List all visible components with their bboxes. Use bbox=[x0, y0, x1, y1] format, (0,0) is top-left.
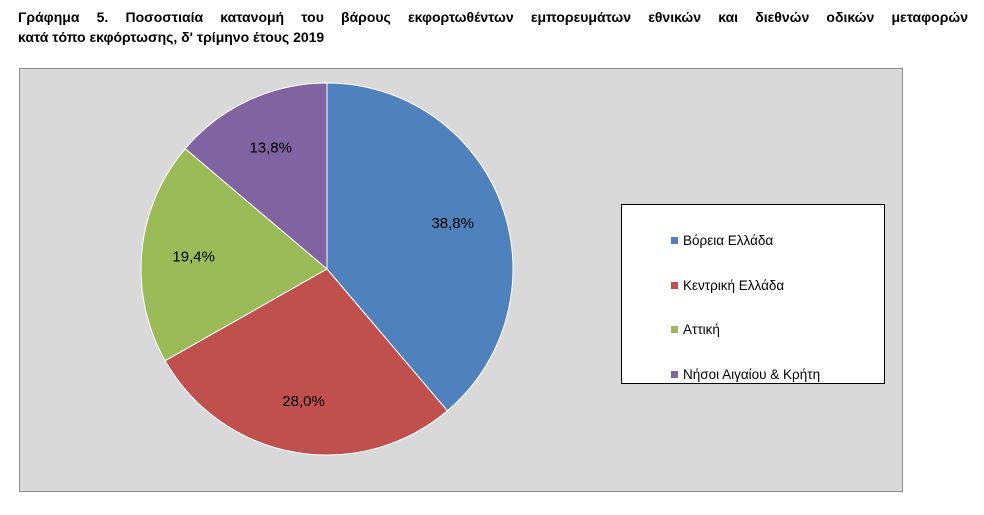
pie-slice-label-4: 13,8% bbox=[249, 139, 292, 156]
pie-slice-3 bbox=[140, 147, 328, 362]
legend-swatch-1 bbox=[671, 236, 678, 244]
pie-slice-2 bbox=[164, 268, 449, 456]
pie-slice-4 bbox=[184, 82, 328, 271]
pie-slice-label-2: 28,0% bbox=[282, 393, 325, 410]
chart-title-line-2: κατά τόπο εκφόρτωσης, δ' τρίμηνο έτους 2… bbox=[18, 29, 325, 45]
legend-swatch-4 bbox=[671, 370, 678, 378]
chart-legend: Βόρεια Ελλάδα Κεντρική Ελλάδα Αττική Νήσοι … bbox=[621, 204, 885, 384]
legend-item-4: Νήσοι Αιγαίου & Κρήτη bbox=[622, 352, 884, 397]
pie-slice-label-3: 19,4% bbox=[172, 248, 215, 265]
chart-title-line-1: Γράφημα 5. Ποσοστιαία κατανομή του βάρου… bbox=[18, 9, 968, 25]
legend-item-1: Βόρεια Ελλάδα bbox=[622, 218, 884, 263]
legend-item-3: Αττική bbox=[622, 307, 884, 352]
legend-label-3: Αττική bbox=[683, 322, 720, 338]
legend-item-2: Κεντρική Ελλάδα bbox=[622, 263, 884, 308]
legend-swatch-2 bbox=[671, 281, 678, 289]
pie-slice-1 bbox=[326, 82, 514, 412]
legend-swatch-3 bbox=[671, 326, 678, 334]
legend-label-4: Νήσοι Αιγαίου & Κρήτη bbox=[683, 366, 821, 382]
chart-area: 38,8% 28,0% 19,4% 13,8% Βόρεια Ελλάδα Κεντρι… bbox=[19, 68, 903, 492]
pie-slice-label-1: 38,8% bbox=[431, 215, 474, 232]
chart-title: Γράφημα 5. Ποσοστιαία κατανομή του βάρου… bbox=[18, 7, 968, 47]
pie-chart: 38,8% 28,0% 19,4% 13,8% bbox=[140, 82, 514, 456]
legend-label-2: Κεντρική Ελλάδα bbox=[683, 277, 785, 293]
legend-label-1: Βόρεια Ελλάδα bbox=[683, 232, 774, 248]
